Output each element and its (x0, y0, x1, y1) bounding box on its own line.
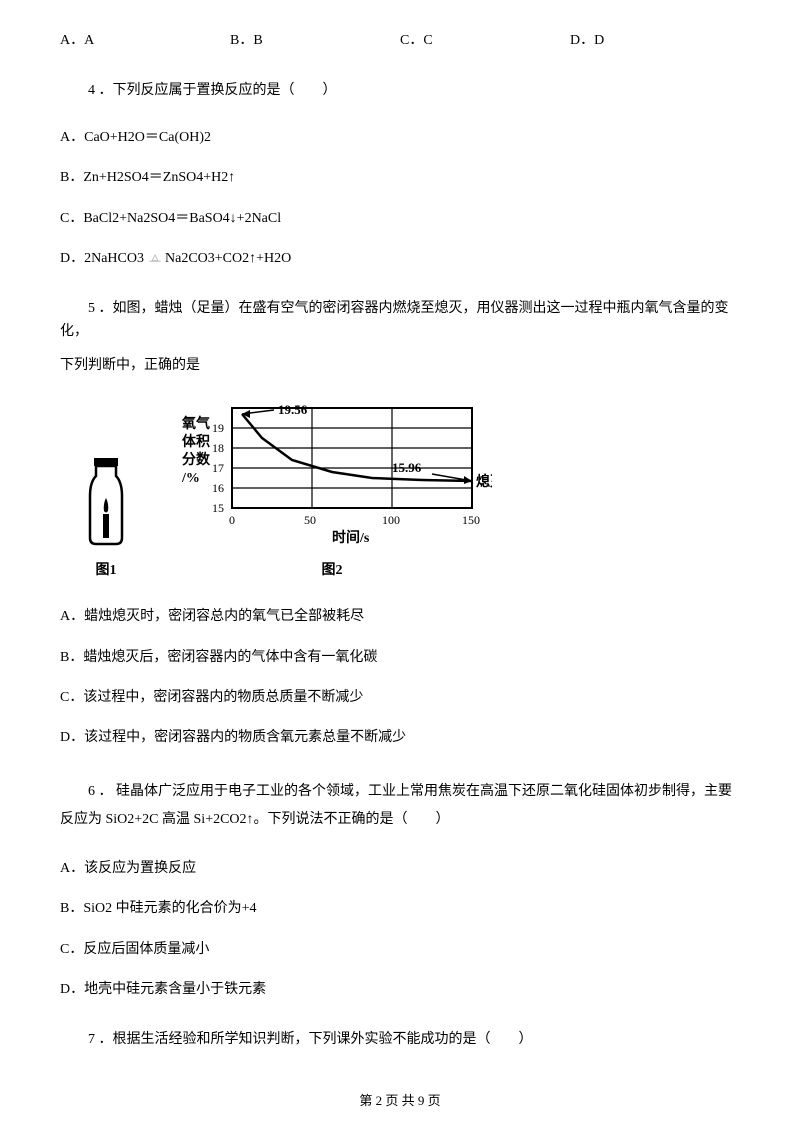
y-label-2: 体积 (182, 433, 210, 450)
x-axis-label: 时间/s (332, 529, 370, 546)
q6-option-c: C．反应后固体质量减小 (60, 939, 740, 961)
q4-option-c: C．BaCl2+Na2SO4＝BaSO4↓+2NaCl (60, 208, 740, 230)
figure-1-caption: 图1 (80, 560, 132, 582)
q5-stem-line2: 下列判断中，正确的是 (60, 355, 740, 377)
heat-arrow-icon (148, 250, 162, 264)
figure-1: 图1 (80, 456, 132, 583)
q6-option-d: D．地壳中硅元素含量小于铁元素 (60, 979, 740, 1001)
q6-option-a: A．该反应为置换反应 (60, 858, 740, 880)
xtick-100: 100 (382, 513, 400, 527)
page-footer: 第 2 页 共 9 页 (0, 1091, 800, 1112)
ytick-18: 18 (212, 441, 224, 455)
xtick-0: 0 (229, 513, 235, 527)
oxygen-chart: 氧气 体积 分数 /% 19.56 (172, 398, 492, 548)
start-label: 19.56 (278, 402, 308, 417)
ytick-19: 19 (212, 421, 224, 435)
end-label: 15.96 (392, 460, 422, 475)
q4-option-d: D．2NaHCO3 Na2CO3+CO2↑+H2O (60, 248, 740, 270)
prev-options-row: A．A B．B C．C D．D (60, 30, 740, 52)
q4-stem: 4 ．下列反应属于置换反应的是（ ） (60, 80, 740, 102)
q5-option-d: D．该过程中，密闭容器内的物质含氧元素总量不断减少 (60, 727, 740, 749)
prev-option-c: C．C (400, 30, 570, 52)
xtick-50: 50 (304, 513, 316, 527)
figure-2: 氧气 体积 分数 /% 19.56 (172, 398, 492, 583)
ytick-16: 16 (212, 481, 224, 495)
q7-stem: 7 ．根据生活经验和所学知识判断，下列课外实验不能成功的是（ ） (60, 1029, 740, 1051)
q6-stem: 6 ． 硅晶体广泛应用于电子工业的各个领域，工业上常用焦炭在高温下还原二氧化硅固… (60, 778, 740, 834)
q5-figures: 图1 氧气 体积 分数 /% (80, 398, 740, 583)
prev-option-b: B．B (230, 30, 400, 52)
q4-d-post: Na2CO3+CO2↑+H2O (165, 251, 291, 266)
q5-option-a: A．蜡烛熄灭时，密闭容总内的氧气已全部被耗尽 (60, 606, 740, 628)
q4-option-a: A．CaO+H2O＝Ca(OH)2 (60, 127, 740, 149)
xtick-150: 150 (462, 513, 480, 527)
figure-2-caption: 图2 (172, 560, 492, 582)
q5-stem-line1: 5 ．如图，蜡烛（足量）在盛有空气的密闭容器内燃烧至熄灭，用仪器测出这一过程中瓶… (60, 298, 740, 343)
q6-option-b: B．SiO2 中硅元素的化合价为+4 (60, 898, 740, 920)
q4-d-pre: D．2NaHCO3 (60, 251, 144, 266)
prev-option-a: A．A (60, 30, 230, 52)
y-label-4: /% (181, 471, 200, 486)
bottle-icon (80, 456, 132, 548)
ytick-15: 15 (212, 501, 224, 515)
q5-option-c: C．该过程中，密闭容器内的物质总质量不断减少 (60, 687, 740, 709)
y-label-1: 氧气 (181, 415, 210, 432)
y-label-3: 分数 (182, 451, 211, 468)
q5-option-b: B．蜡烛熄灭后，密闭容器内的气体中含有一氧化碳 (60, 647, 740, 669)
prev-option-d: D．D (570, 30, 740, 52)
q4-option-b: B．Zn+H2SO4＝ZnSO4+H2↑ (60, 167, 740, 189)
ytick-17: 17 (212, 461, 224, 475)
end-text: 熄灭 (476, 473, 492, 490)
